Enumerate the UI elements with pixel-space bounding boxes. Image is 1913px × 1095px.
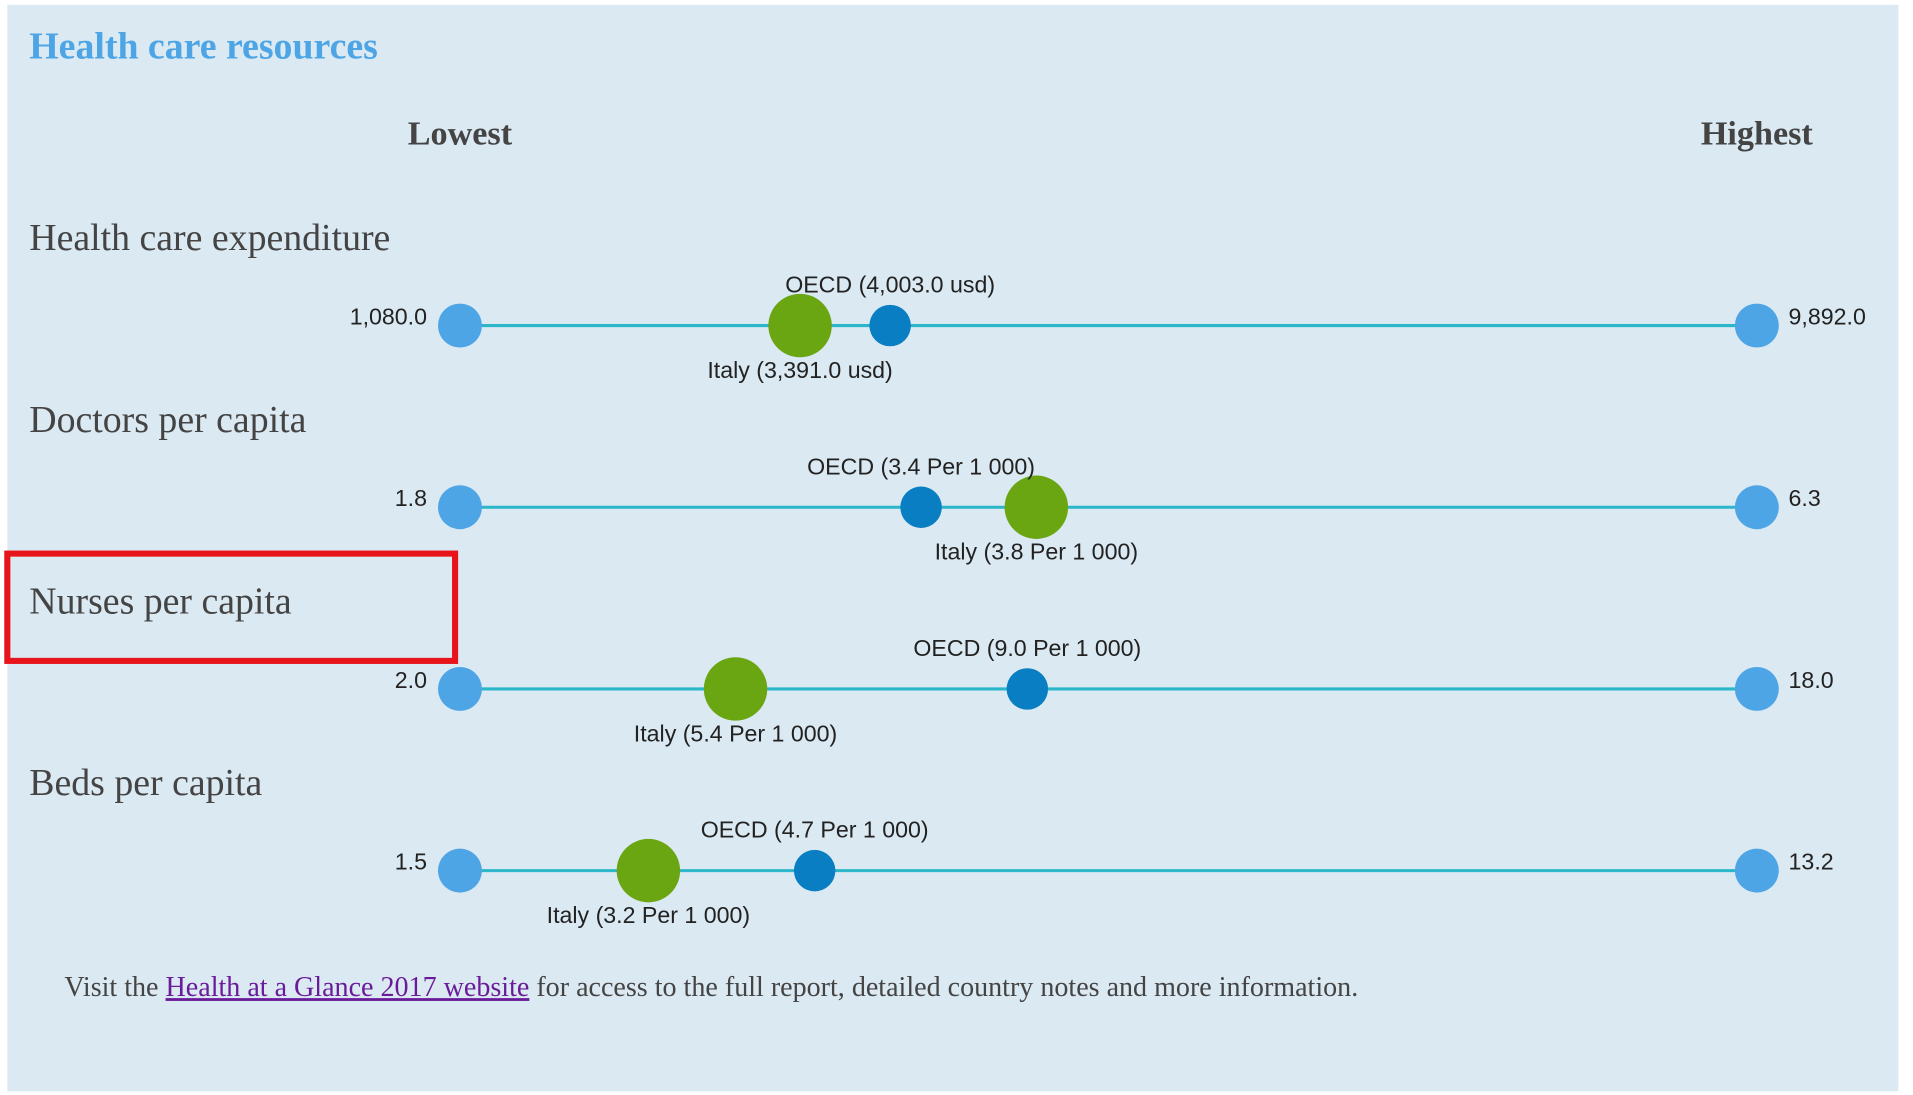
footer-text: Visit the [64, 973, 165, 1004]
row-name: Health care expenditure [29, 217, 390, 259]
column-lowest: Lowest [408, 115, 513, 152]
highlight-box [4, 550, 459, 664]
max-label: 18.0 [1789, 667, 1834, 693]
oecd-dot [869, 304, 911, 347]
footer-link[interactable]: Health at a Glance 2017 website [166, 973, 530, 1004]
oecd-dot [1006, 668, 1049, 710]
row-name: Doctors per capita [29, 399, 306, 441]
min-dot [437, 666, 482, 711]
oecd-label: OECD (4.7 Per 1 000) [701, 817, 929, 843]
footer: Visit the Health at a Glance 2017 websit… [29, 973, 1379, 1004]
column-highest: Highest [1701, 115, 1814, 152]
min-dot [437, 303, 482, 348]
min-dot [437, 485, 482, 530]
oecd-label: OECD (9.0 Per 1 000) [913, 635, 1141, 661]
italy-dot [703, 657, 768, 721]
min-dot [437, 848, 482, 893]
italy-label: Italy (3.8 Per 1 000) [935, 539, 1138, 565]
max-label: 9,892.0 [1789, 303, 1866, 329]
oecd-label: OECD (4,003.0 usd) [785, 272, 995, 298]
max-dot [1734, 303, 1779, 348]
italy-label: Italy (5.4 Per 1 000) [634, 720, 837, 746]
oecd-label: OECD (3.4 Per 1 000) [807, 453, 1035, 479]
row-name: Nurses per capita [29, 580, 292, 622]
italy-dot [616, 838, 681, 903]
panel [7, 4, 1899, 1092]
title: Health care resources [29, 26, 378, 68]
rows: Health care expenditure 1,080.0 9,892.0 OEC… [29, 217, 1866, 928]
max-label: 6.3 [1789, 485, 1821, 511]
oecd-dot [900, 486, 942, 528]
min-label: 1.5 [395, 848, 427, 874]
max-dot [1734, 848, 1779, 893]
max-dot [1734, 485, 1779, 530]
min-label: 2.0 [395, 667, 427, 693]
min-label: 1,080.0 [350, 303, 427, 329]
italy-label: Italy (3.2 Per 1 000) [547, 902, 750, 928]
oecd-dot [793, 849, 836, 892]
min-label: 1.8 [395, 485, 427, 511]
italy-label: Italy (3,391.0 usd) [707, 357, 892, 383]
footer-text: for access to the full report, detailed … [529, 973, 1358, 1004]
max-label: 13.2 [1789, 848, 1834, 874]
max-dot [1734, 666, 1779, 711]
italy-dot [768, 293, 832, 358]
italy-dot [1004, 475, 1069, 539]
row-name: Beds per capita [29, 762, 262, 804]
